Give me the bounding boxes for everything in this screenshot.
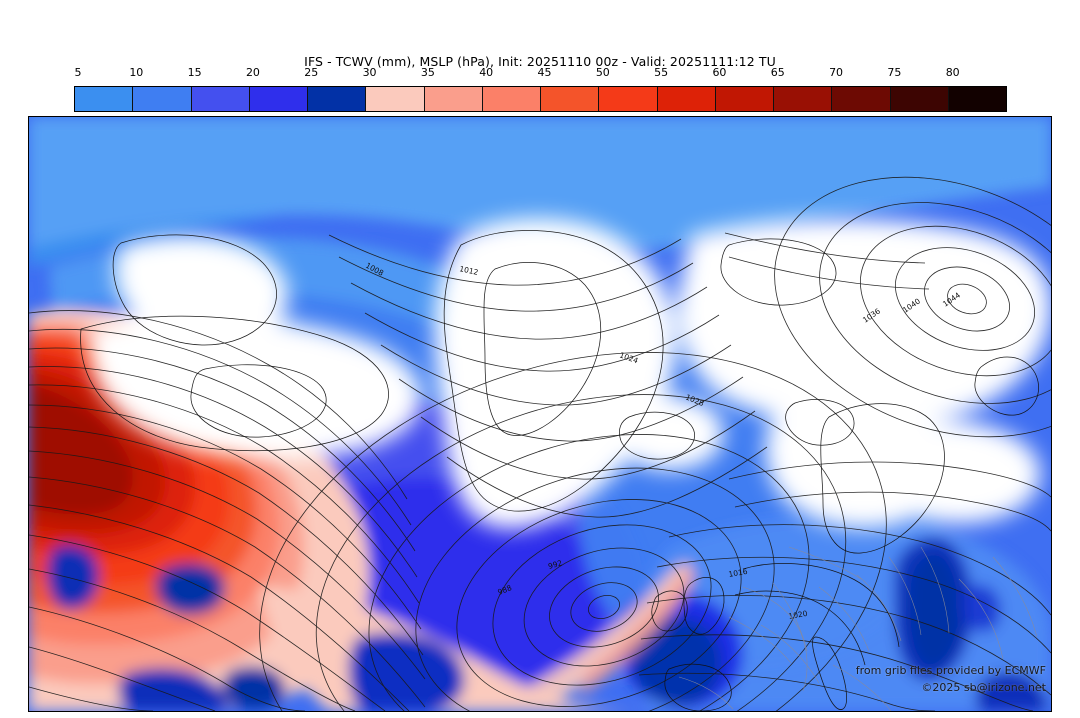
colorbar-tick-65: 65 bbox=[770, 66, 785, 79]
colorbar-tick-55: 55 bbox=[654, 66, 669, 79]
page-title: IFS - TCWV (mm), MSLP (hPa), Init: 20251… bbox=[304, 54, 776, 69]
colorbar-tick-70: 70 bbox=[829, 66, 844, 79]
colorbar-tick-10: 10 bbox=[129, 66, 144, 79]
mslp-isobar-layer bbox=[29, 176, 1051, 711]
colorbar-segment-45 bbox=[541, 87, 600, 111]
colorbar-segment-40 bbox=[482, 87, 541, 111]
map-canvas[interactable]: 992 988 1008 1012 1036 1040 1044 1016 10… bbox=[28, 116, 1052, 712]
colorbar-segment-20 bbox=[249, 87, 308, 111]
colorbar-segment-30 bbox=[366, 87, 425, 111]
colorbar-segment-25 bbox=[308, 87, 367, 111]
svg-text:992: 992 bbox=[547, 558, 563, 571]
colorbar-segment-55 bbox=[657, 87, 716, 111]
colorbar-tick-15: 15 bbox=[187, 66, 202, 79]
colorbar-segment-15 bbox=[191, 87, 250, 111]
colorbar-tick-75: 75 bbox=[887, 66, 902, 79]
colorbar-segment-65 bbox=[774, 87, 833, 111]
colorbar-segment-60 bbox=[715, 87, 774, 111]
svg-text:1016: 1016 bbox=[728, 567, 749, 579]
colorbar-tick-30: 30 bbox=[362, 66, 377, 79]
coastline-layer bbox=[80, 230, 1039, 711]
colorbar-tick-labels: 5 10 15 20 25 30 35 40 45 50 55 60 65 70 75 80 bbox=[0, 66, 1080, 82]
colorbar-segment-75 bbox=[890, 87, 949, 111]
colorbar-segment-80 bbox=[948, 87, 1006, 111]
colorbar-tick-25: 25 bbox=[304, 66, 319, 79]
dry-airmass-layer bbox=[88, 218, 1051, 529]
colorbar-tick-50: 50 bbox=[595, 66, 610, 79]
colorbar-tick-60: 60 bbox=[712, 66, 727, 79]
colorbar-tick-40: 40 bbox=[479, 66, 494, 79]
colorbar-tick-80: 80 bbox=[945, 66, 960, 79]
colorbar-tick-20: 20 bbox=[245, 66, 260, 79]
colorbar-segment-5 bbox=[75, 87, 134, 111]
svg-text:1020: 1020 bbox=[788, 609, 809, 621]
svg-text:1012: 1012 bbox=[459, 264, 480, 277]
colorbar-segment-50 bbox=[599, 87, 658, 111]
colorbar-segment-35 bbox=[424, 87, 483, 111]
country-border-layer bbox=[678, 546, 1038, 711]
colorbar-tick-5: 5 bbox=[74, 66, 82, 79]
colorbar-segments bbox=[74, 86, 1007, 112]
colorbar-tick-35: 35 bbox=[420, 66, 435, 79]
colorbar-segment-10 bbox=[133, 87, 192, 111]
map-svg: 992 988 1008 1012 1036 1040 1044 1016 10… bbox=[29, 117, 1051, 711]
colorbar bbox=[74, 86, 1007, 112]
colorbar-tick-45: 45 bbox=[537, 66, 552, 79]
colorbar-segment-70 bbox=[832, 87, 891, 111]
